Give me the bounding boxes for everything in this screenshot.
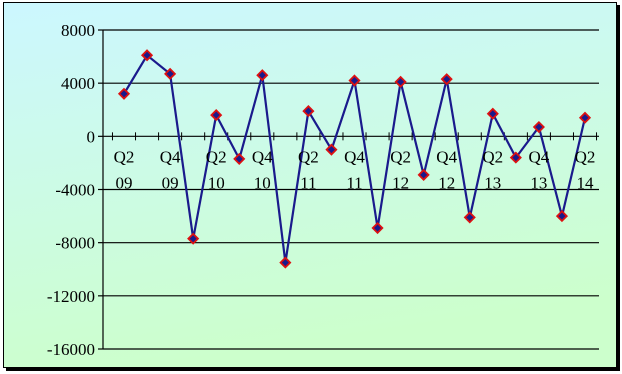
data-point-marker: [509, 151, 522, 164]
data-point-marker: [302, 105, 315, 118]
x-category-label: 09: [162, 173, 179, 192]
data-point-marker: [371, 221, 384, 235]
x-category-label: 11: [346, 173, 362, 192]
y-tick-label: -8000: [55, 234, 95, 253]
x-category-label: Q2: [298, 147, 319, 166]
data-point-marker: [348, 74, 361, 87]
x-category-label: Q2: [575, 147, 596, 166]
y-tick-label: 0: [87, 127, 96, 146]
x-category-label: 13: [484, 173, 501, 192]
data-point-marker: [210, 108, 223, 122]
y-tick-label: -4000: [55, 181, 95, 200]
x-category-label: 10: [254, 173, 271, 192]
data-point-marker: [140, 49, 154, 62]
x-category-label: Q2: [206, 147, 227, 166]
line-chart: 8000 4000 0 -4000 -8000 -12000 -16000 Q2 09 Q4 09 Q…: [4, 3, 616, 367]
x-category-label: Q2: [390, 147, 411, 166]
data-point-marker: [325, 143, 338, 156]
data-point-marker: [463, 211, 476, 224]
x-category-label: 13: [530, 173, 547, 192]
data-point-marker: [187, 232, 200, 245]
chart-frame: 8000 4000 0 -4000 -8000 -12000 -16000 Q2 09 Q4 09 Q…: [3, 2, 617, 368]
data-point-marker: [578, 111, 592, 124]
x-category-label: Q4: [436, 147, 457, 166]
x-category-label: 14: [577, 173, 595, 192]
x-category-label: 12: [392, 173, 409, 192]
x-category-label: Q4: [252, 147, 273, 166]
x-category-label: 09: [116, 173, 133, 192]
x-category-label: 12: [438, 173, 455, 192]
data-point-marker: [279, 256, 292, 269]
x-category-label: Q2: [482, 147, 503, 166]
data-point-marker: [117, 87, 131, 100]
y-tick-label: 4000: [61, 74, 95, 93]
data-point-marker: [555, 210, 569, 223]
x-category-label: Q4: [344, 147, 365, 166]
x-category-label: 10: [208, 173, 225, 192]
data-point-marker: [486, 107, 499, 120]
y-tick-label: -16000: [47, 340, 95, 359]
x-category-label: 11: [300, 173, 316, 192]
data-point-marker: [256, 69, 269, 82]
data-point-marker: [440, 73, 453, 86]
data-point-marker: [532, 120, 545, 134]
x-category-label: Q4: [160, 147, 181, 166]
y-tick-label: -12000: [47, 287, 95, 306]
x-category-label: Q4: [529, 147, 550, 166]
data-point-marker: [394, 75, 407, 88]
chart-background: [4, 3, 616, 367]
y-tick-label: 8000: [61, 21, 95, 40]
data-point-marker: [417, 168, 430, 181]
data-point-marker: [164, 67, 177, 80]
x-category-label: Q2: [114, 147, 135, 166]
data-point-marker: [233, 152, 246, 166]
